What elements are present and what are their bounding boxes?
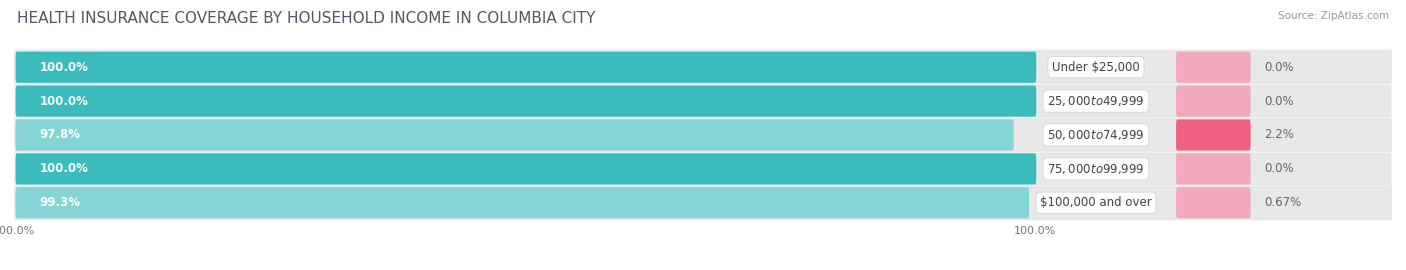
Text: 0.0%: 0.0% bbox=[1264, 162, 1294, 176]
FancyBboxPatch shape bbox=[1175, 187, 1250, 218]
Text: $100,000 and over: $100,000 and over bbox=[1040, 196, 1152, 209]
Text: 99.3%: 99.3% bbox=[39, 196, 80, 209]
FancyBboxPatch shape bbox=[15, 119, 1391, 151]
Text: 0.0%: 0.0% bbox=[1264, 61, 1294, 74]
FancyBboxPatch shape bbox=[14, 185, 1392, 220]
Text: 2.2%: 2.2% bbox=[1264, 129, 1295, 141]
FancyBboxPatch shape bbox=[15, 153, 1036, 184]
Text: $75,000 to $99,999: $75,000 to $99,999 bbox=[1047, 162, 1144, 176]
Text: Source: ZipAtlas.com: Source: ZipAtlas.com bbox=[1278, 11, 1389, 21]
FancyBboxPatch shape bbox=[1175, 153, 1250, 184]
FancyBboxPatch shape bbox=[15, 187, 1029, 218]
FancyBboxPatch shape bbox=[15, 52, 1036, 83]
Text: $25,000 to $49,999: $25,000 to $49,999 bbox=[1047, 94, 1144, 108]
Text: $50,000 to $74,999: $50,000 to $74,999 bbox=[1047, 128, 1144, 142]
FancyBboxPatch shape bbox=[15, 187, 1391, 218]
Text: 0.67%: 0.67% bbox=[1264, 196, 1302, 209]
FancyBboxPatch shape bbox=[1175, 119, 1250, 151]
Text: Under $25,000: Under $25,000 bbox=[1052, 61, 1140, 74]
FancyBboxPatch shape bbox=[15, 52, 1391, 83]
FancyBboxPatch shape bbox=[14, 151, 1392, 186]
FancyBboxPatch shape bbox=[14, 84, 1392, 119]
FancyBboxPatch shape bbox=[1175, 52, 1250, 83]
FancyBboxPatch shape bbox=[1175, 86, 1250, 117]
FancyBboxPatch shape bbox=[15, 119, 1014, 151]
Text: 100.0%: 100.0% bbox=[39, 162, 89, 176]
Text: 0.0%: 0.0% bbox=[1264, 94, 1294, 108]
FancyBboxPatch shape bbox=[15, 86, 1391, 117]
Text: 97.8%: 97.8% bbox=[39, 129, 80, 141]
FancyBboxPatch shape bbox=[14, 118, 1392, 152]
Text: 100.0%: 100.0% bbox=[39, 61, 89, 74]
FancyBboxPatch shape bbox=[15, 153, 1391, 184]
Text: HEALTH INSURANCE COVERAGE BY HOUSEHOLD INCOME IN COLUMBIA CITY: HEALTH INSURANCE COVERAGE BY HOUSEHOLD I… bbox=[17, 11, 595, 26]
Text: 100.0%: 100.0% bbox=[39, 94, 89, 108]
FancyBboxPatch shape bbox=[15, 86, 1036, 117]
FancyBboxPatch shape bbox=[14, 50, 1392, 85]
